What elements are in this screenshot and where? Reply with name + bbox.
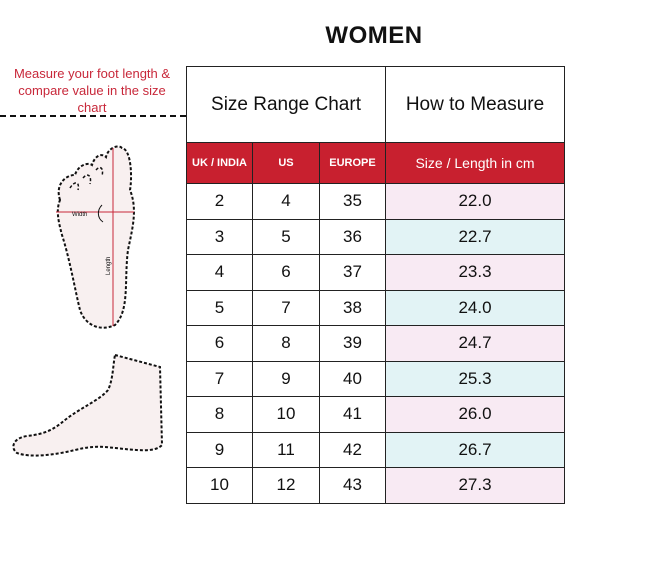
table-row: 2 4 35 22.0 (186, 183, 565, 220)
uk-size-cell: 4 (186, 254, 253, 291)
length-cm-cell: 22.0 (385, 183, 565, 220)
uk-size-cell: 10 (186, 467, 253, 504)
page-title: WOMEN (325, 22, 423, 49)
length-label: Length (106, 257, 112, 275)
us-size-cell: 12 (252, 467, 320, 504)
table-row: 10 12 43 27.3 (186, 467, 565, 504)
foot-sole-illustration: Width Length (56, 145, 135, 329)
uk-size-cell: 3 (186, 218, 253, 255)
col-uk-india: UK / INDIA (186, 142, 253, 184)
us-size-cell: 9 (252, 360, 320, 397)
eu-size-cell: 42 (319, 431, 386, 468)
uk-size-cell: 5 (186, 289, 253, 326)
foot-side-illustration (12, 353, 164, 457)
length-cm-cell: 22.7 (385, 218, 565, 255)
uk-size-cell: 6 (186, 325, 253, 362)
eu-size-cell: 43 (319, 467, 386, 504)
table-row: 6 8 39 24.7 (186, 325, 565, 362)
eu-size-cell: 37 (319, 254, 386, 291)
us-size-cell: 4 (252, 183, 320, 220)
us-size-cell: 5 (252, 218, 320, 255)
length-cm-cell: 27.3 (385, 467, 565, 504)
eu-size-cell: 39 (319, 325, 386, 362)
col-length-cm: Size / Length in cm (385, 142, 565, 184)
uk-size-cell: 9 (186, 431, 253, 468)
instruction-text: Measure your foot length & compare value… (13, 66, 171, 115)
eu-size-cell: 41 (319, 396, 386, 433)
us-size-cell: 11 (252, 431, 320, 468)
us-size-cell: 8 (252, 325, 320, 362)
length-cm-cell: 25.3 (385, 360, 565, 397)
us-size-cell: 6 (252, 254, 320, 291)
table-row: 5 7 38 24.0 (186, 289, 565, 326)
table-row: 4 6 37 23.3 (186, 254, 565, 291)
eu-size-cell: 35 (319, 183, 386, 220)
col-europe: EUROPE (319, 142, 386, 184)
uk-size-cell: 2 (186, 183, 253, 220)
table-row: 3 5 36 22.7 (186, 218, 565, 255)
table-row: 9 11 42 26.7 (186, 431, 565, 468)
col-us: US (252, 142, 320, 184)
eu-size-cell: 40 (319, 360, 386, 397)
size-table: Size Range Chart How to Measure UK / IND… (186, 66, 565, 504)
dashed-divider (0, 115, 186, 117)
length-cm-cell: 23.3 (385, 254, 565, 291)
table-row: 8 10 41 26.0 (186, 396, 565, 433)
length-cm-cell: 24.7 (385, 325, 565, 362)
size-range-header: Size Range Chart (186, 66, 386, 143)
table-row: 7 9 40 25.3 (186, 360, 565, 397)
width-label: Width (72, 212, 87, 218)
eu-size-cell: 38 (319, 289, 386, 326)
us-size-cell: 10 (252, 396, 320, 433)
uk-size-cell: 7 (186, 360, 253, 397)
eu-size-cell: 36 (319, 218, 386, 255)
length-cm-cell: 26.7 (385, 431, 565, 468)
length-cm-cell: 26.0 (385, 396, 565, 433)
length-cm-cell: 24.0 (385, 289, 565, 326)
us-size-cell: 7 (252, 289, 320, 326)
how-to-measure-header: How to Measure (385, 66, 565, 143)
uk-size-cell: 8 (186, 396, 253, 433)
